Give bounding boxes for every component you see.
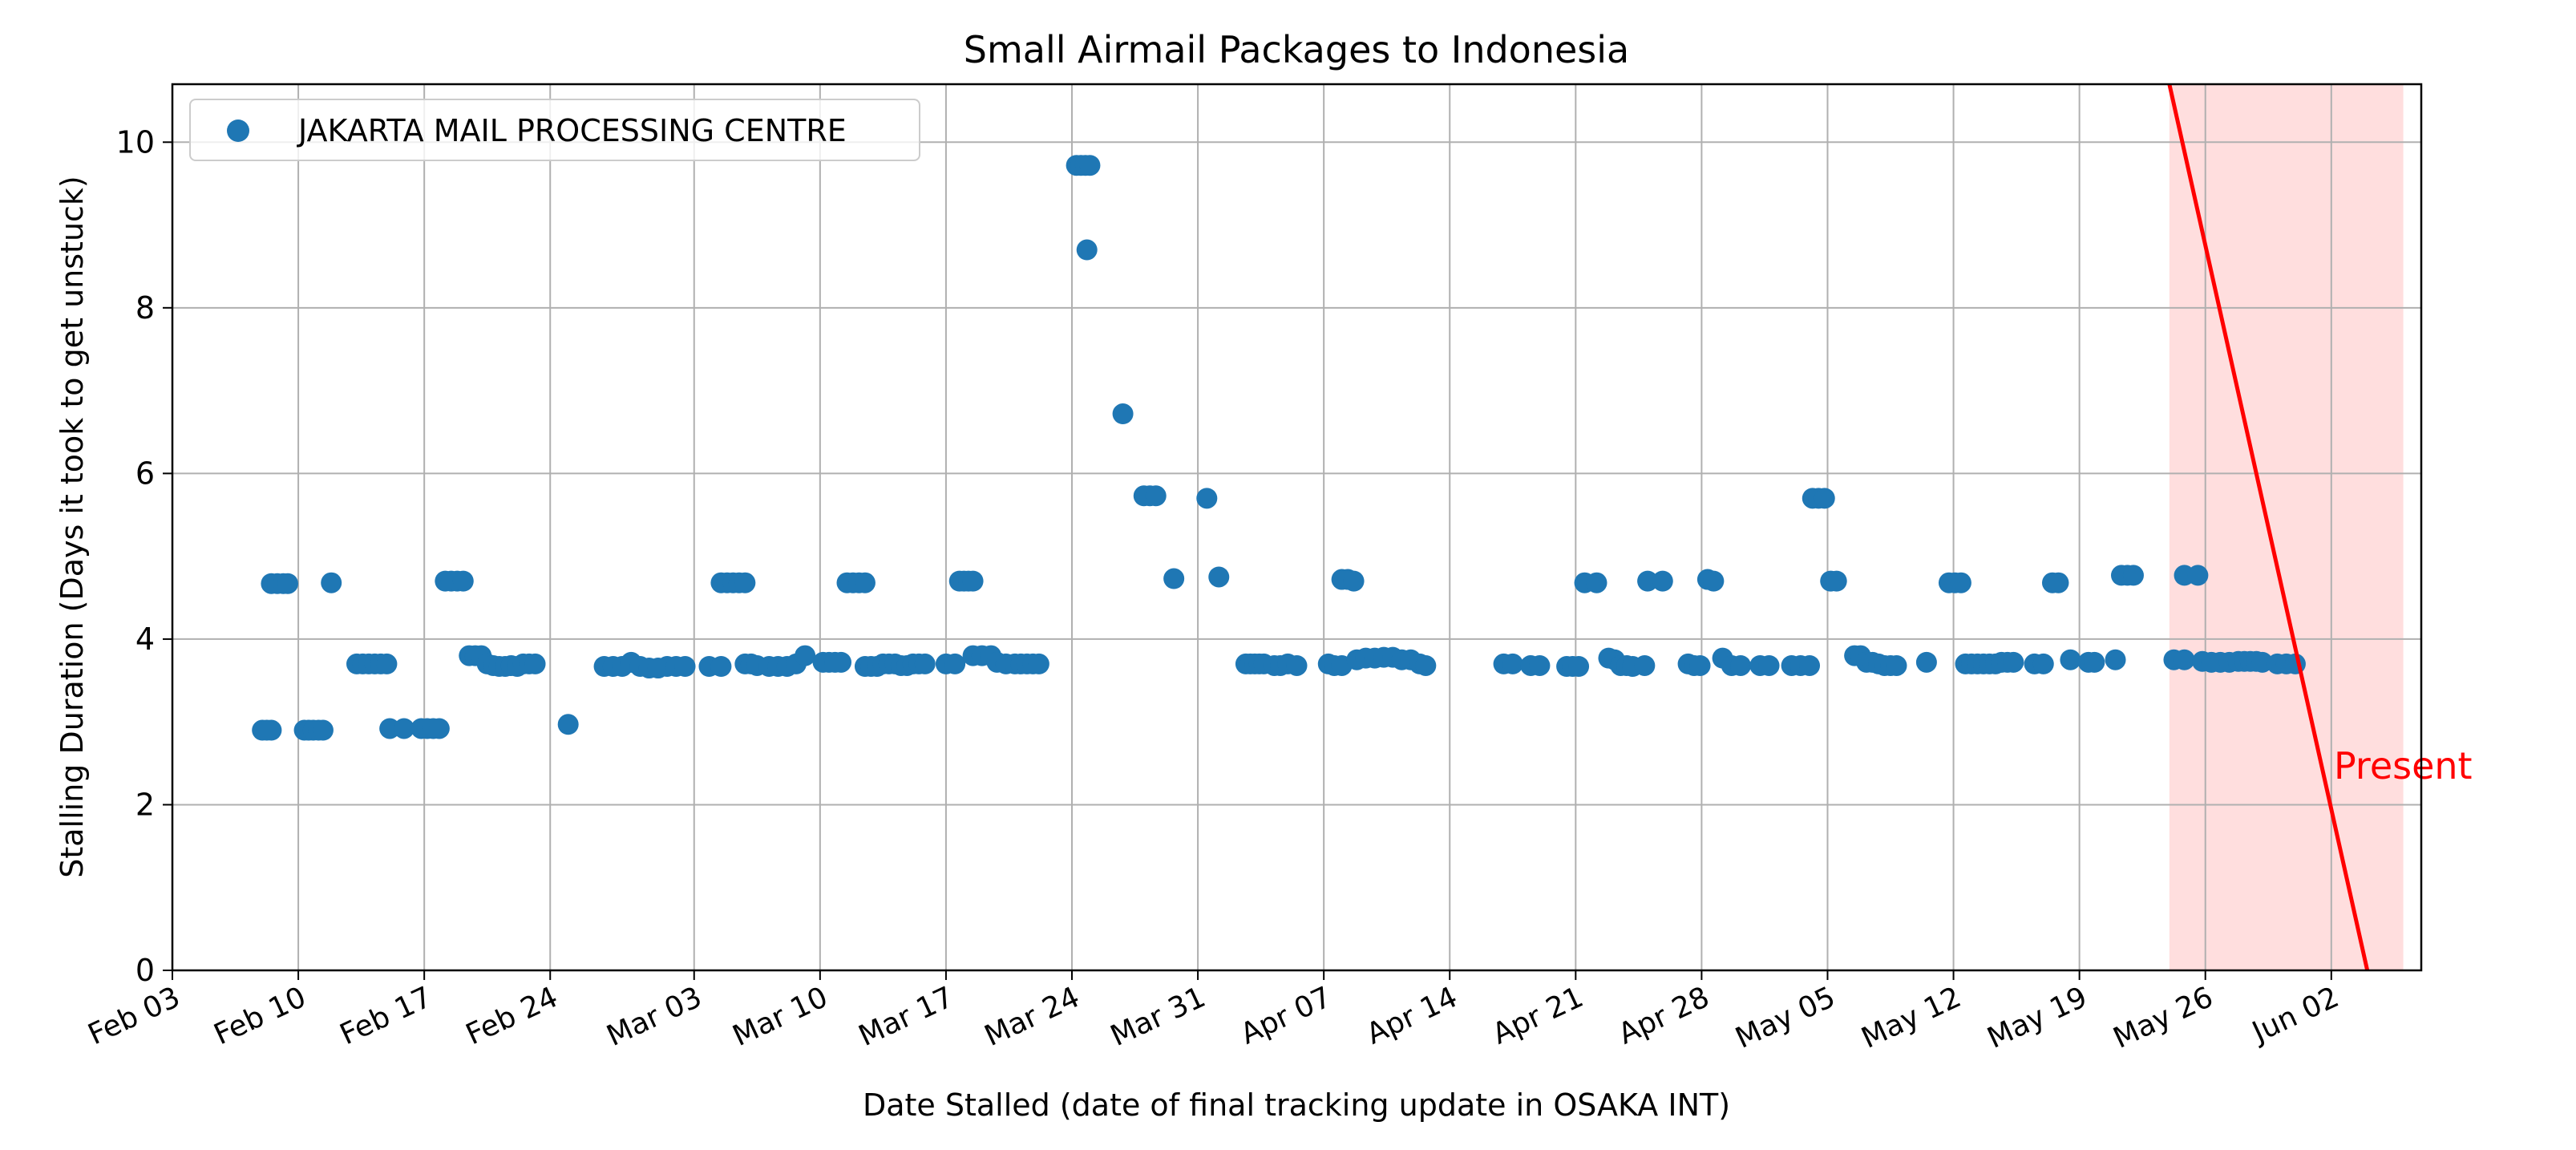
annotation-layer: Present [2167,83,2473,971]
scatter-point [557,714,579,735]
scatter-point [2105,649,2126,670]
scatter-point [1079,155,1101,176]
scatter-point [914,653,936,674]
scatter-point [1826,570,1847,592]
y-tick-label: 6 [135,456,155,491]
scatter-point [944,653,966,674]
scatter-point [321,572,342,593]
scatter-point [524,653,546,674]
y-tick-label: 10 [116,124,155,160]
chart-title: Small Airmail Packages to Indonesia [964,28,1629,71]
scatter-point [1286,654,1308,676]
scatter-point [2084,651,2105,673]
scatter-point [1415,654,1437,676]
scatter-point [2122,565,2144,586]
scatter-point [1586,572,1607,593]
y-axis-label: Stalling Duration (Days it took to get u… [55,176,90,878]
scatter-point [1529,654,1551,676]
y-tick-label: 8 [135,290,155,326]
scatter-point [1886,654,1907,676]
scatter-point [710,655,732,677]
scatter-point [376,653,398,674]
scatter-point [795,645,816,666]
scatter-point [1112,403,1134,425]
scatter-point [452,570,474,592]
scatter-point [1703,570,1725,592]
scatter-point [1502,653,1523,674]
present-line [2167,83,2370,971]
scatter-point [1028,653,1049,674]
scatter-point [2003,651,2024,673]
scatter-point [1689,654,1711,676]
scatter-point [393,718,415,739]
scatter-point [1568,655,1590,677]
scatter-point [277,573,298,594]
y-tick-label: 4 [135,622,155,657]
present-shade-layer [2169,84,2404,970]
scatter-point [1343,570,1365,592]
scatter-point [1758,654,1780,676]
legend-label: JAKARTA MAIL PROCESSING CENTRE [297,113,847,148]
scatter-point [2174,649,2195,670]
scatter-point [674,655,696,677]
scatter-point [1208,566,1230,588]
scatter-point [1634,654,1656,676]
grid-layer [172,84,2421,970]
scatter-point [1145,485,1167,507]
y-tick-label: 0 [135,953,155,988]
scatter-point [2187,565,2209,586]
x-axis-label: Date Stalled (date of final tracking upd… [863,1087,1730,1123]
scatter-point [1196,488,1218,509]
scatter-point [962,570,984,592]
scatter-point [831,651,852,673]
scatter-point [1163,568,1185,589]
legend-box [189,99,920,161]
points-layer [252,155,2306,741]
scatter-point [312,719,334,741]
scatter-point [1637,570,1659,592]
y-tick-label: 2 [135,787,155,822]
scatter-point [2060,649,2081,670]
scatter-point [1950,572,1971,593]
scatter-point [1814,488,1835,509]
scatter-point [261,719,282,741]
legend: JAKARTA MAIL PROCESSING CENTRE [189,99,920,161]
scatter-point [1076,239,1098,261]
scatter-point [2048,572,2069,593]
scatter-point [379,718,401,739]
scatter-point [854,572,876,593]
scatter-point [2032,653,2054,674]
scatter-point [1915,651,1937,673]
legend-marker [227,119,249,142]
scatter-point [428,718,450,739]
scatter-point [1799,654,1821,676]
present-label: Present [2334,744,2473,788]
y-axis: 0 2 4 6 8 10 [116,124,172,988]
scatter-point [734,572,756,593]
scatter-point [1730,654,1752,676]
scatter-point [1652,570,1673,592]
plot-frame [171,83,2423,972]
present-shaded-region [2169,84,2404,970]
